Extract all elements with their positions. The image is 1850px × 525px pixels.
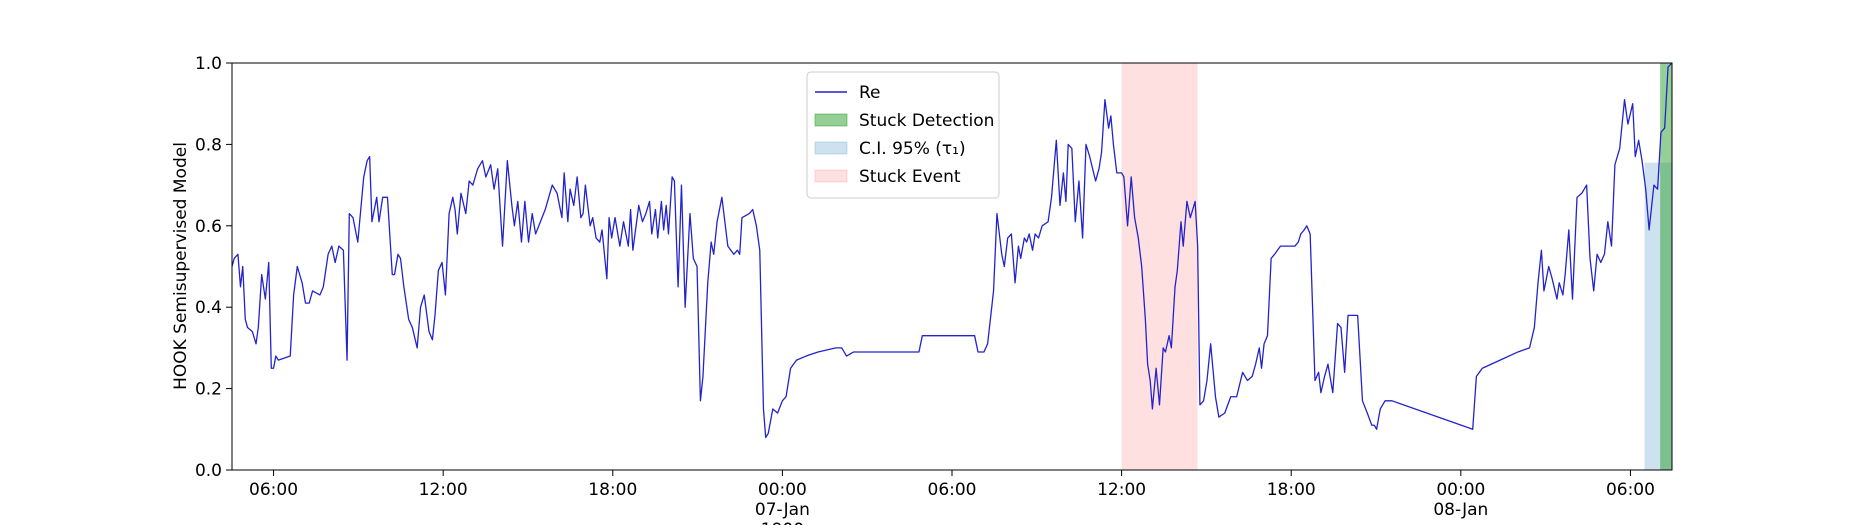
x-tick-label: 18:00 (588, 480, 637, 500)
shaded-region (1121, 63, 1198, 470)
y-tick-label: 0.0 (195, 461, 222, 481)
legend-swatch (814, 141, 848, 155)
legend-label: C.I. 95% (τ₁) (859, 139, 966, 159)
shaded-region (1660, 63, 1672, 470)
legend-swatch (814, 169, 848, 183)
y-axis-label: HOOK Semisupervised Model (171, 142, 191, 390)
x-tick-label: 12:00 (419, 480, 468, 500)
y-tick-label: 0.2 (195, 380, 222, 400)
x-tick-label: 12:00 (1097, 480, 1146, 500)
data-line (232, 63, 1672, 439)
legend-label: Stuck Event (859, 167, 961, 187)
x-tick-label: 06:00 (928, 480, 977, 500)
y-tick-label: 0.4 (195, 298, 222, 318)
legend-box (806, 71, 1000, 199)
legend-label: Re (859, 83, 881, 103)
y-tick-label: 1.0 (195, 54, 222, 74)
x-tick-label: 06:00 (249, 480, 298, 500)
y-tick-label: 0.6 (195, 217, 222, 237)
x-tick-label: 18:00 (1267, 480, 1316, 500)
x-tick-label: 00:00 08-Jan (1433, 480, 1488, 520)
legend-label: Stuck Detection (859, 111, 994, 131)
y-tick-label: 0.8 (195, 135, 222, 155)
legend-swatch (814, 113, 848, 127)
x-tick-label: 06:00 (1606, 480, 1655, 500)
